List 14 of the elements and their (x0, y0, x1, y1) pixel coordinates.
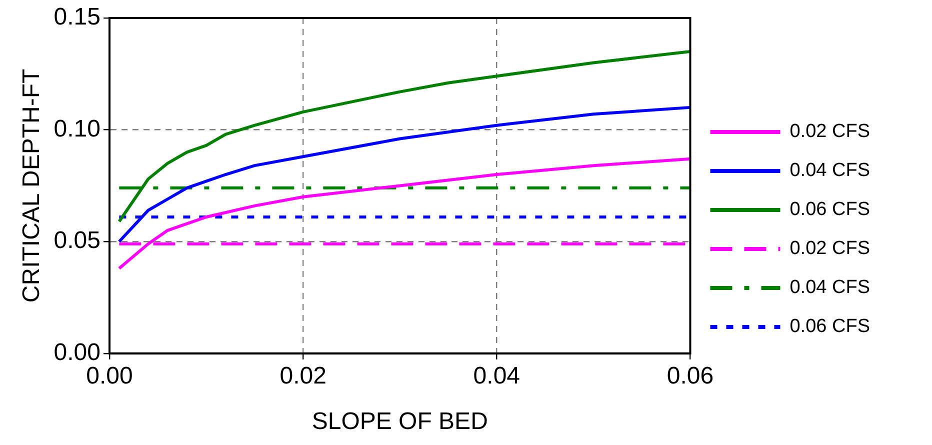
legend-label: 0.06 CFS (790, 199, 870, 220)
y-axis-title: CRITICAL DEPTH-FT (18, 68, 46, 303)
y-tick-label: 0.05 (54, 227, 101, 254)
legend-label: 0.04 CFS (790, 277, 870, 298)
y-tick-label: 0.15 (54, 4, 101, 31)
x-tick-label: 0.04 (473, 362, 520, 390)
x-tick-label: 0.02 (280, 362, 326, 390)
legend-label: 0.06 CFS (790, 316, 870, 338)
legend-label: 0.04 CFS (790, 160, 870, 182)
x-tick-label: 0.06 (666, 362, 714, 390)
x-axis-title: SLOPE OF BED (312, 408, 488, 436)
legend-label: 0.02 CFS (790, 238, 870, 260)
legend-label: 0.02 CFS (790, 121, 870, 142)
y-tick-label: 0.10 (54, 115, 101, 142)
